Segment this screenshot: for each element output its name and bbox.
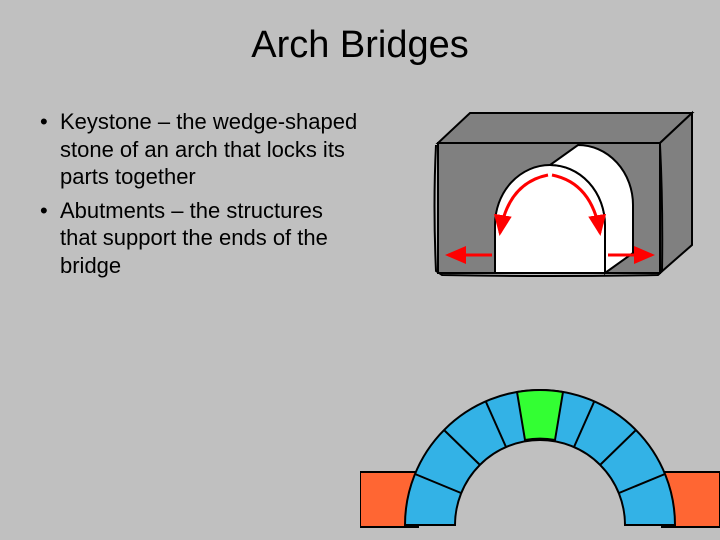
bullet-item: Keystone – the wedge-shaped stone of an … <box>38 108 358 191</box>
keystone <box>517 390 563 440</box>
top-arch-illustration <box>400 105 700 295</box>
bottom-arch-schematic <box>360 350 720 530</box>
bullet-list: Keystone – the wedge-shaped stone of an … <box>38 108 358 285</box>
slide-title: Arch Bridges <box>0 24 720 67</box>
bullet-term: Abutments <box>60 198 165 223</box>
bullet-term: Keystone <box>60 109 152 134</box>
bullet-item: Abutments – the structures that support … <box>38 197 358 280</box>
block-top-face <box>438 113 692 143</box>
